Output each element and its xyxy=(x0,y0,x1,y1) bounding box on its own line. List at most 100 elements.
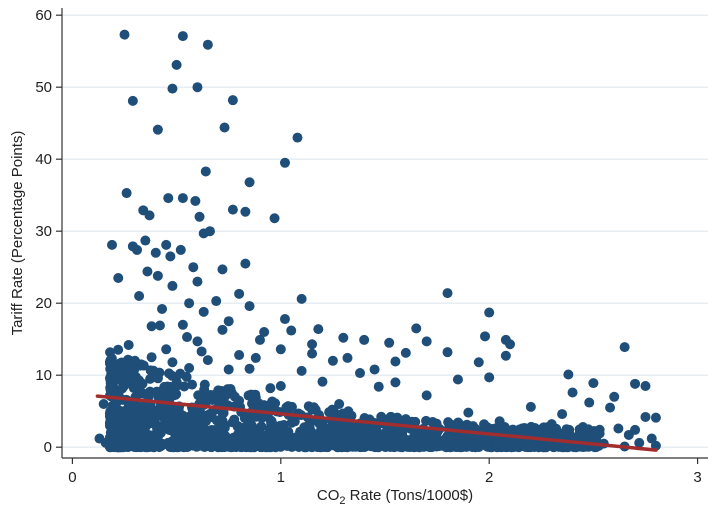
data-point xyxy=(153,441,164,452)
data-point xyxy=(177,319,188,330)
data-point xyxy=(177,193,188,204)
data-point xyxy=(640,411,651,422)
data-point xyxy=(526,421,537,432)
data-point xyxy=(484,307,495,318)
data-point xyxy=(168,421,179,432)
data-point xyxy=(359,334,370,345)
data-point xyxy=(244,177,255,188)
axes: 0 10 20 30 40 50 60 0 1 2 3 xyxy=(35,7,708,486)
data-point xyxy=(144,210,155,221)
data-point xyxy=(510,440,521,451)
data-point xyxy=(100,437,111,448)
data-point xyxy=(132,244,143,255)
data-point xyxy=(105,355,116,366)
data-point xyxy=(244,363,255,374)
data-points xyxy=(94,29,661,453)
data-point xyxy=(545,439,556,450)
data-point xyxy=(223,364,234,375)
data-point xyxy=(217,415,228,426)
data-point xyxy=(202,39,213,50)
data-point xyxy=(563,369,574,380)
data-point xyxy=(279,314,290,325)
data-point xyxy=(400,414,411,425)
y-axis-title: Tariff Rate (Percentage Points) xyxy=(9,131,26,336)
data-point xyxy=(373,381,384,392)
data-point xyxy=(480,331,491,342)
data-point xyxy=(192,82,203,93)
data-point xyxy=(379,428,390,439)
data-point xyxy=(535,424,546,435)
data-point xyxy=(286,325,297,336)
data-point xyxy=(171,381,182,391)
data-point xyxy=(171,59,182,70)
x-tick-label: 1 xyxy=(277,469,285,486)
data-point xyxy=(146,321,157,332)
data-point xyxy=(533,442,544,453)
data-point xyxy=(275,344,286,355)
data-point xyxy=(194,211,205,222)
data-point xyxy=(177,31,188,42)
data-point xyxy=(557,442,568,453)
y-tick-label: 10 xyxy=(35,367,52,384)
data-point xyxy=(634,437,645,448)
data-point xyxy=(145,373,156,384)
data-point xyxy=(520,442,531,453)
data-point xyxy=(567,387,578,398)
data-point xyxy=(217,408,228,419)
data-point xyxy=(369,364,380,375)
data-point xyxy=(450,438,461,449)
data-point xyxy=(167,83,178,94)
data-point xyxy=(172,440,183,451)
x-tick-label: 0 xyxy=(68,469,76,486)
data-point xyxy=(148,365,159,376)
y-tick-label: 60 xyxy=(35,7,52,24)
data-point xyxy=(317,376,328,387)
data-point xyxy=(338,332,349,343)
data-point xyxy=(109,373,120,384)
data-point xyxy=(198,228,209,239)
y-tick-label: 30 xyxy=(35,223,52,240)
data-point xyxy=(238,422,249,433)
data-point xyxy=(442,347,453,358)
data-point xyxy=(334,399,345,409)
data-point xyxy=(109,406,120,417)
data-point xyxy=(283,438,294,449)
data-point xyxy=(443,417,454,428)
data-point xyxy=(182,332,193,343)
data-point xyxy=(299,442,310,453)
data-point xyxy=(244,301,255,312)
data-point xyxy=(594,428,605,439)
data-point xyxy=(344,429,355,440)
data-point xyxy=(307,339,318,350)
data-point xyxy=(259,327,270,337)
data-point xyxy=(436,436,447,447)
data-point xyxy=(194,424,205,435)
data-point xyxy=(650,412,661,423)
data-point xyxy=(161,344,172,355)
data-point xyxy=(304,423,315,434)
y-tick-label: 40 xyxy=(35,151,52,168)
data-point xyxy=(546,419,557,430)
data-point xyxy=(150,247,161,258)
data-point xyxy=(354,368,365,379)
data-point xyxy=(119,29,130,40)
data-point xyxy=(119,416,130,427)
data-point xyxy=(223,316,234,327)
data-point xyxy=(225,383,236,394)
data-point xyxy=(179,430,190,441)
data-point xyxy=(167,357,178,368)
data-point xyxy=(525,401,536,412)
data-point xyxy=(421,336,432,347)
data-point xyxy=(270,398,281,409)
data-point xyxy=(275,420,286,431)
data-point xyxy=(609,391,620,402)
data-point xyxy=(254,334,265,345)
data-point xyxy=(623,429,634,440)
data-point xyxy=(391,437,402,448)
data-point xyxy=(200,166,211,177)
data-point xyxy=(250,352,261,363)
y-tick-label: 20 xyxy=(35,295,52,312)
data-point xyxy=(227,204,238,215)
data-point xyxy=(269,213,280,224)
